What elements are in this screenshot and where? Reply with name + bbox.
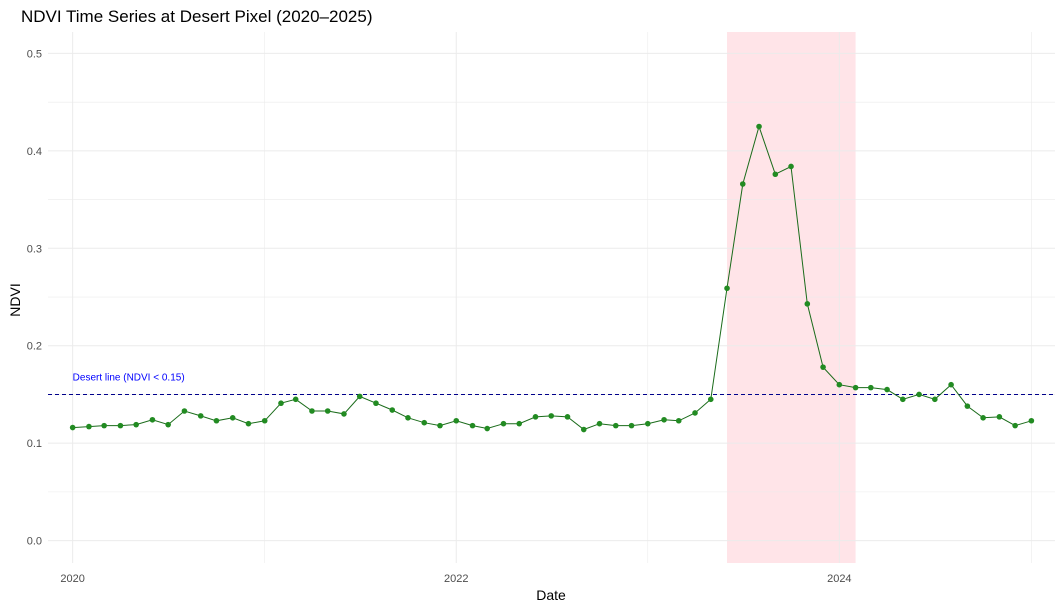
data-point xyxy=(580,426,587,433)
data-point xyxy=(197,413,204,419)
data-point xyxy=(341,411,347,417)
data-point xyxy=(644,420,651,427)
data-point xyxy=(675,417,682,424)
series-group xyxy=(69,123,1035,433)
data-point xyxy=(916,391,922,398)
series-line xyxy=(72,124,1032,431)
data-point xyxy=(133,421,139,428)
data-point xyxy=(117,422,124,429)
data-point xyxy=(245,420,252,427)
data-point xyxy=(900,396,906,403)
data-point xyxy=(596,420,603,427)
data-point xyxy=(278,400,284,407)
y-tick-label: 0.4 xyxy=(27,146,42,158)
data-point xyxy=(756,123,762,130)
data-point xyxy=(405,415,411,421)
data-point xyxy=(389,407,396,413)
data-point xyxy=(516,420,523,427)
data-point xyxy=(788,163,794,170)
data-point xyxy=(692,410,698,416)
data-point xyxy=(772,171,779,178)
data-point xyxy=(548,413,555,419)
data-point xyxy=(69,424,76,431)
data-point xyxy=(324,408,331,414)
data-point xyxy=(261,417,268,424)
x-axis-label: Date xyxy=(536,587,566,603)
data-point xyxy=(500,420,507,427)
threshold-annotation: Desert line (NDVI < 0.15) xyxy=(73,372,185,383)
data-point xyxy=(421,419,428,426)
highlight-band xyxy=(727,32,856,563)
data-point xyxy=(229,415,236,421)
y-tick-label: 0.1 xyxy=(27,438,42,450)
data-point xyxy=(292,396,299,403)
data-point xyxy=(149,416,156,423)
data-point xyxy=(101,422,107,429)
data-point xyxy=(453,417,460,424)
data-point xyxy=(612,422,619,429)
data-point xyxy=(373,400,379,407)
data-point xyxy=(964,403,971,409)
data-point xyxy=(484,425,491,432)
tick-labels-group: 0.0 0.1 0.2 0.3 0.4 0.5 2020 2022 2024 xyxy=(27,48,852,585)
data-point xyxy=(356,393,363,400)
threshold-group: Desert line (NDVI < 0.15) xyxy=(48,372,1055,395)
data-point xyxy=(996,414,1003,420)
x-tick-label: 2024 xyxy=(827,573,851,585)
data-point xyxy=(469,422,476,429)
data-point xyxy=(868,384,874,391)
y-tick-label: 0.2 xyxy=(27,341,42,353)
x-tick-label: 2020 xyxy=(60,573,84,585)
data-point xyxy=(437,422,443,429)
data-point xyxy=(804,301,811,307)
data-point xyxy=(707,396,714,403)
data-point xyxy=(1028,417,1035,424)
y-tick-label: 0.3 xyxy=(27,243,42,255)
data-point xyxy=(724,285,730,292)
chart-title: NDVI Time Series at Desert Pixel (2020–2… xyxy=(21,7,373,26)
data-point xyxy=(564,414,571,420)
y-tick-label: 0.0 xyxy=(27,536,42,548)
data-point xyxy=(532,414,539,420)
y-axis-label: NDVI xyxy=(7,283,23,316)
y-tick-label: 0.5 xyxy=(27,48,42,60)
data-point xyxy=(628,422,635,429)
data-point xyxy=(165,421,171,428)
data-point xyxy=(1012,422,1018,429)
data-point xyxy=(86,423,92,430)
x-tick-label: 2022 xyxy=(444,573,468,585)
data-point xyxy=(852,384,859,391)
grid-group xyxy=(48,32,1055,563)
data-point xyxy=(948,381,954,388)
data-point xyxy=(932,396,938,403)
data-point xyxy=(661,416,667,423)
data-point xyxy=(213,417,220,424)
highlight-band-group xyxy=(727,32,856,563)
data-point xyxy=(980,415,986,421)
data-point xyxy=(309,408,315,414)
data-point xyxy=(820,364,826,370)
data-point xyxy=(739,181,746,187)
data-point xyxy=(836,381,843,388)
data-point xyxy=(884,386,890,393)
data-point xyxy=(181,408,188,414)
